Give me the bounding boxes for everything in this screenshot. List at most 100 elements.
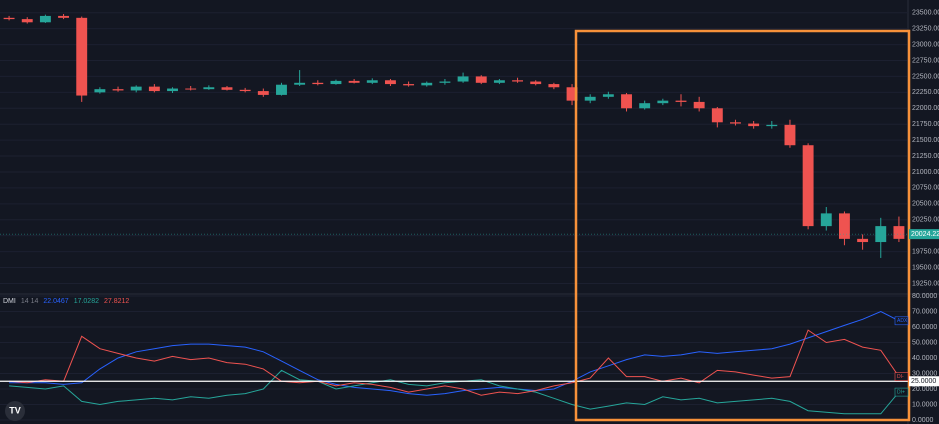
candle-body (403, 84, 415, 86)
candle-body (548, 84, 560, 88)
candle-body (602, 94, 614, 97)
y-tick-label: 20.0000 (912, 386, 937, 393)
y-tick-label: 70.0000 (912, 308, 937, 315)
candle-body (76, 17, 88, 96)
candle-body (711, 108, 723, 123)
indicator-name: DMI (3, 298, 16, 305)
y-tick-label: 20750.00 (912, 185, 939, 192)
candle-body (748, 123, 760, 127)
y-tick-label: 21750.00 (912, 121, 939, 128)
last-price-box (909, 229, 939, 240)
y-tick-label: 19250.00 (912, 280, 939, 287)
candle-body (94, 89, 106, 93)
candle-body (530, 81, 542, 85)
candle-body (675, 100, 687, 102)
series-tag-box (894, 372, 909, 381)
y-tick-label: 80.0000 (912, 293, 937, 300)
candle-body (348, 80, 360, 83)
candle-body (784, 124, 796, 146)
candle-body (584, 96, 596, 101)
highlight-box (574, 29, 911, 422)
y-tick-label: 10.0000 (912, 401, 937, 408)
y-tick-label: 30.0000 (912, 370, 937, 377)
y-tick-label: 22000.00 (912, 105, 939, 112)
plot (0, 14, 908, 415)
y-tick-label: 21250.00 (912, 153, 939, 160)
y-tick-label: 50.0000 (912, 339, 937, 346)
tradingview-logo: TV (5, 401, 25, 421)
candle-body (693, 101, 705, 109)
indicator-params: 14 14 (21, 298, 39, 305)
y-tick-label: 22250.00 (912, 89, 939, 96)
candle-body (294, 82, 306, 85)
y-tick-label: 21500.00 (912, 137, 939, 144)
candle-body (185, 88, 197, 90)
candle-body (475, 76, 487, 83)
candle-body (21, 19, 33, 23)
legend-value: 17.0282 (74, 298, 99, 305)
candle-body (512, 80, 524, 82)
series-tag-box (894, 387, 909, 397)
candle-body (366, 80, 378, 83)
y-tick-label: 22500.00 (912, 73, 939, 80)
candle-body (221, 87, 233, 90)
y-tick-label: 19500.00 (912, 264, 939, 271)
y-tick-label: 0.0000 (912, 417, 934, 424)
legend-value: 27.8212 (104, 298, 129, 305)
candle-body (203, 87, 215, 90)
candle-body (130, 86, 142, 91)
legend-value: 22.0467 (43, 298, 68, 305)
candle-body (330, 80, 342, 85)
y-tick-label: 20500.00 (912, 201, 939, 208)
dmi-line (9, 310, 900, 396)
candle-body (58, 15, 70, 18)
candle-body (167, 88, 178, 92)
candle-body (838, 213, 850, 239)
candle-body (257, 91, 269, 95)
candle-body (493, 80, 505, 83)
series-tag: ADX (897, 318, 908, 324)
y-tick-label: 22750.00 (912, 57, 939, 64)
candle-body (3, 17, 15, 20)
dmi-line (9, 369, 900, 415)
y-tick-label: 21000.00 (912, 169, 939, 176)
candle-body (893, 226, 905, 239)
candle-body (439, 81, 451, 83)
candle-body (621, 94, 632, 109)
candle-body (384, 80, 396, 85)
candle-body (639, 103, 651, 109)
series-tag: DI- (897, 374, 904, 380)
candle-body (566, 87, 578, 101)
candle-body (112, 89, 124, 91)
candle-body (857, 238, 869, 243)
candle-body (39, 15, 51, 23)
y-tick-label: 60.0000 (912, 324, 937, 331)
y-tick-label: 23500.00 (912, 10, 939, 17)
last-price-label: 20024.22 (911, 231, 939, 238)
candle-body (457, 76, 469, 82)
candle-body (730, 122, 741, 124)
candle-body (875, 226, 887, 243)
y-tick-label: 23250.00 (912, 26, 939, 33)
candle-body (657, 100, 669, 104)
y-tick-label: 20250.00 (912, 217, 939, 224)
candle-body (421, 82, 433, 86)
svg-text:TV: TV (9, 405, 21, 415)
series-tag-box (894, 316, 909, 326)
candle-body (820, 213, 832, 227)
reference-label-box (909, 376, 939, 387)
y-tick-label: 23000.00 (912, 41, 939, 48)
y-tick-label: 19750.00 (912, 248, 939, 255)
series-tag: DI+ (897, 389, 905, 395)
reference-label: 25.0000 (911, 378, 936, 385)
candle-body (276, 84, 287, 95)
candle-body (148, 86, 160, 92)
candle-body (766, 124, 778, 127)
y-tick-label: 40.0000 (912, 355, 937, 362)
candle-body (802, 145, 814, 227)
dmi-line (9, 329, 900, 396)
candle-body (239, 89, 251, 92)
candle-body (312, 82, 324, 85)
